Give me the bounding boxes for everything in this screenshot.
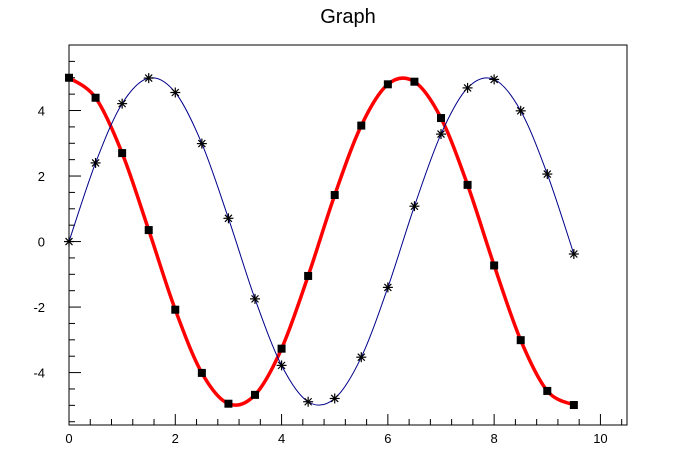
star-marker — [436, 129, 446, 140]
square-marker — [224, 399, 233, 408]
star-marker-stroke — [251, 294, 259, 303]
square-marker — [277, 344, 286, 353]
star-marker — [303, 396, 314, 407]
star-marker-stroke — [224, 214, 233, 223]
star-marker-stroke — [543, 170, 552, 178]
star-marker-stroke — [410, 202, 419, 211]
series-1 — [65, 73, 578, 410]
star-marker — [568, 249, 579, 259]
star-marker — [329, 393, 340, 404]
x-tick-label: 4 — [278, 431, 285, 446]
star-marker — [356, 352, 367, 363]
square-marker — [330, 191, 339, 200]
x-axis: 0 2 4 6 8 10 — [65, 414, 623, 446]
star-marker — [64, 236, 74, 247]
x-tick-label: 8 — [491, 431, 498, 446]
square-marker — [91, 93, 100, 102]
plot-frame — [68, 44, 628, 426]
square-marker — [251, 390, 259, 399]
star-marker — [542, 169, 553, 180]
x-tick-label: 0 — [65, 431, 72, 446]
square-marker — [65, 73, 73, 82]
star-marker-stroke — [304, 397, 313, 406]
square-marker — [410, 77, 419, 86]
star-marker-stroke — [330, 394, 339, 403]
star-marker — [489, 74, 500, 85]
star-marker-stroke — [516, 106, 525, 115]
star-marker — [117, 98, 128, 109]
star-marker-stroke — [65, 237, 73, 246]
y-tick-label: -4 — [33, 366, 45, 381]
y-tick-label: -2 — [33, 300, 45, 315]
y-axis: -4 -2 0 2 4 — [33, 44, 81, 423]
star-marker — [515, 105, 526, 116]
series-1-line — [67, 76, 575, 407]
star-marker — [409, 201, 420, 212]
star-marker-stroke — [490, 75, 499, 84]
star-marker — [143, 73, 154, 84]
square-marker — [144, 226, 153, 235]
star-marker-stroke — [91, 159, 100, 167]
y-tick-label: 4 — [38, 104, 45, 119]
star-marker-stroke — [118, 99, 127, 108]
star-marker-stroke — [197, 139, 206, 148]
x-tick-label: 2 — [172, 431, 179, 446]
square-marker — [516, 336, 525, 345]
star-marker-stroke — [171, 88, 180, 97]
series-2 — [64, 73, 579, 407]
square-marker — [118, 149, 127, 158]
star-marker-stroke — [383, 283, 392, 292]
square-marker — [490, 261, 499, 270]
star-marker — [223, 213, 234, 224]
star-marker — [250, 293, 260, 304]
star-marker-stroke — [357, 353, 366, 362]
series-layer — [64, 73, 579, 410]
star-marker — [382, 282, 393, 293]
square-marker — [304, 271, 313, 280]
star-marker — [462, 82, 473, 93]
star-marker — [196, 138, 207, 149]
square-marker — [543, 386, 552, 395]
star-marker — [170, 87, 181, 98]
y-tick-label: 2 — [38, 169, 45, 184]
star-marker-stroke — [569, 250, 578, 258]
square-marker — [569, 401, 578, 410]
y-tick-label: 0 — [38, 235, 45, 250]
star-marker — [276, 360, 287, 371]
square-marker — [357, 121, 366, 130]
square-marker — [171, 305, 180, 314]
x-tick-label: 6 — [384, 431, 391, 446]
x-tick-label: 10 — [593, 431, 607, 446]
star-marker-stroke — [144, 74, 153, 83]
star-marker-stroke — [437, 130, 445, 139]
chart-title: Graph — [320, 6, 376, 28]
star-marker-stroke — [463, 83, 472, 92]
square-marker — [463, 180, 472, 189]
square-marker — [197, 368, 206, 377]
square-marker — [437, 114, 445, 123]
square-marker — [383, 80, 392, 89]
star-marker — [90, 157, 101, 168]
star-marker-stroke — [277, 361, 286, 370]
